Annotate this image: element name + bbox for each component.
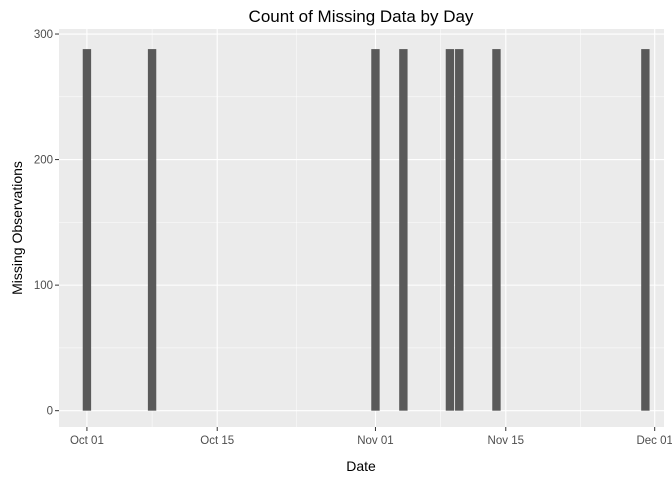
bar — [641, 49, 650, 411]
chart-title: Count of Missing Data by Day — [249, 7, 474, 26]
y-tick-label: 300 — [34, 29, 53, 41]
bar — [399, 49, 408, 411]
x-axis-title: Date — [346, 458, 376, 474]
bar — [82, 49, 92, 411]
x-tick-label: Nov 15 — [488, 435, 524, 447]
x-tick-label: Dec 01 — [636, 435, 672, 447]
y-tick-label: 200 — [34, 155, 53, 167]
plot-panel — [59, 29, 664, 427]
bar — [455, 49, 464, 411]
x-tick-label: Oct 01 — [70, 435, 104, 447]
y-tick-label: 100 — [34, 280, 53, 292]
bars — [82, 49, 650, 411]
x-tick-label: Oct 15 — [200, 435, 234, 447]
y-axis: 0 100 200 300 — [34, 29, 59, 418]
bar — [147, 49, 157, 411]
bar — [492, 49, 501, 411]
y-axis-title: Missing Observations — [9, 161, 25, 295]
y-tick-label: 0 — [47, 406, 53, 418]
x-tick-label: Nov 01 — [357, 435, 393, 447]
bar — [445, 49, 455, 411]
x-axis: Oct 01 Oct 15 Nov 01 Nov 15 Dec 01 — [70, 427, 672, 447]
bar — [371, 49, 380, 411]
